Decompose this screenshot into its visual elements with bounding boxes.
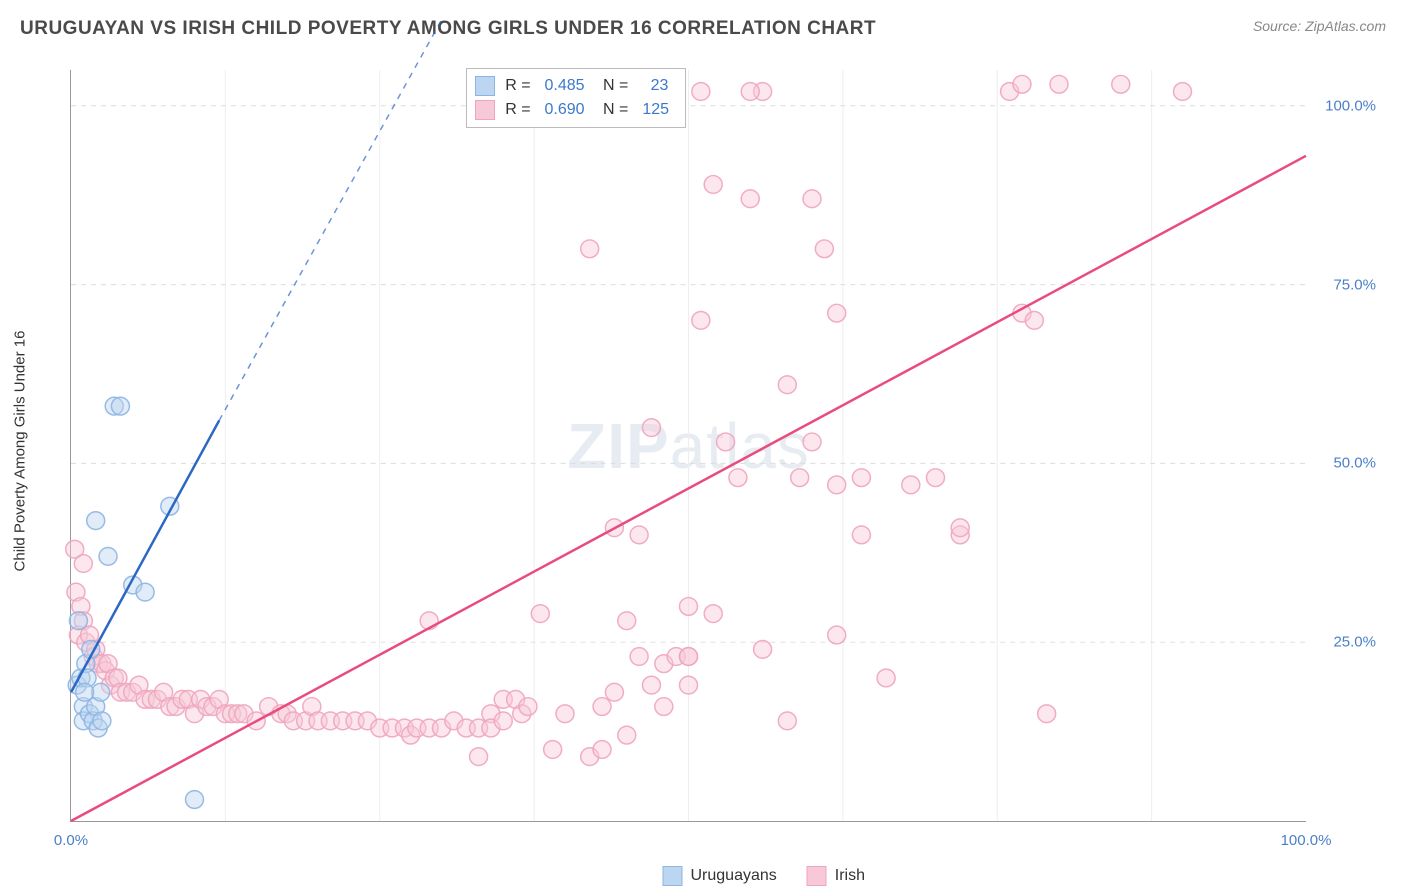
chart-title: URUGUAYAN VS IRISH CHILD POVERTY AMONG G… <box>20 18 876 40</box>
r-value-irish: 0.690 <box>541 101 589 119</box>
correlation-row-irish: R = 0.690 N = 125 <box>475 98 673 122</box>
r-value-uruguayans: 0.485 <box>541 77 589 95</box>
legend-label-uruguayans: Uruguayans <box>690 867 776 885</box>
legend-item-irish: Irish <box>807 866 865 886</box>
y-tick-label: 50.0% <box>1333 455 1376 472</box>
legend-item-uruguayans: Uruguayans <box>662 866 776 886</box>
legend-bottom: Uruguayans Irish <box>662 866 865 886</box>
n-value-uruguayans: 23 <box>638 77 672 95</box>
chart-container: Child Poverty Among Girls Under 16 ZIPat… <box>60 60 1386 842</box>
swatch-irish <box>475 100 495 120</box>
scatter-svg <box>71 70 1306 821</box>
plot-area: ZIPatlas R = 0.485 N = 23 R = 0.690 N = <box>70 70 1306 822</box>
y-tick-label: 100.0% <box>1325 97 1376 114</box>
x-tick-label: 0.0% <box>54 832 88 849</box>
header: URUGUAYAN VS IRISH CHILD POVERTY AMONG G… <box>0 0 1406 50</box>
y-tick-label: 25.0% <box>1333 634 1376 651</box>
legend-label-irish: Irish <box>835 867 865 885</box>
swatch-uruguayans-icon <box>662 866 682 886</box>
correlation-row-uruguayans: R = 0.485 N = 23 <box>475 74 673 98</box>
swatch-uruguayans <box>475 76 495 96</box>
y-tick-label: 75.0% <box>1333 276 1376 293</box>
source-attribution: Source: ZipAtlas.com <box>1253 18 1386 34</box>
y-axis-label: Child Poverty Among Girls Under 16 <box>12 331 29 572</box>
n-value-irish: 125 <box>638 101 673 119</box>
x-tick-label: 100.0% <box>1281 832 1332 849</box>
correlation-legend: R = 0.485 N = 23 R = 0.690 N = 125 <box>466 68 686 128</box>
swatch-irish-icon <box>807 866 827 886</box>
